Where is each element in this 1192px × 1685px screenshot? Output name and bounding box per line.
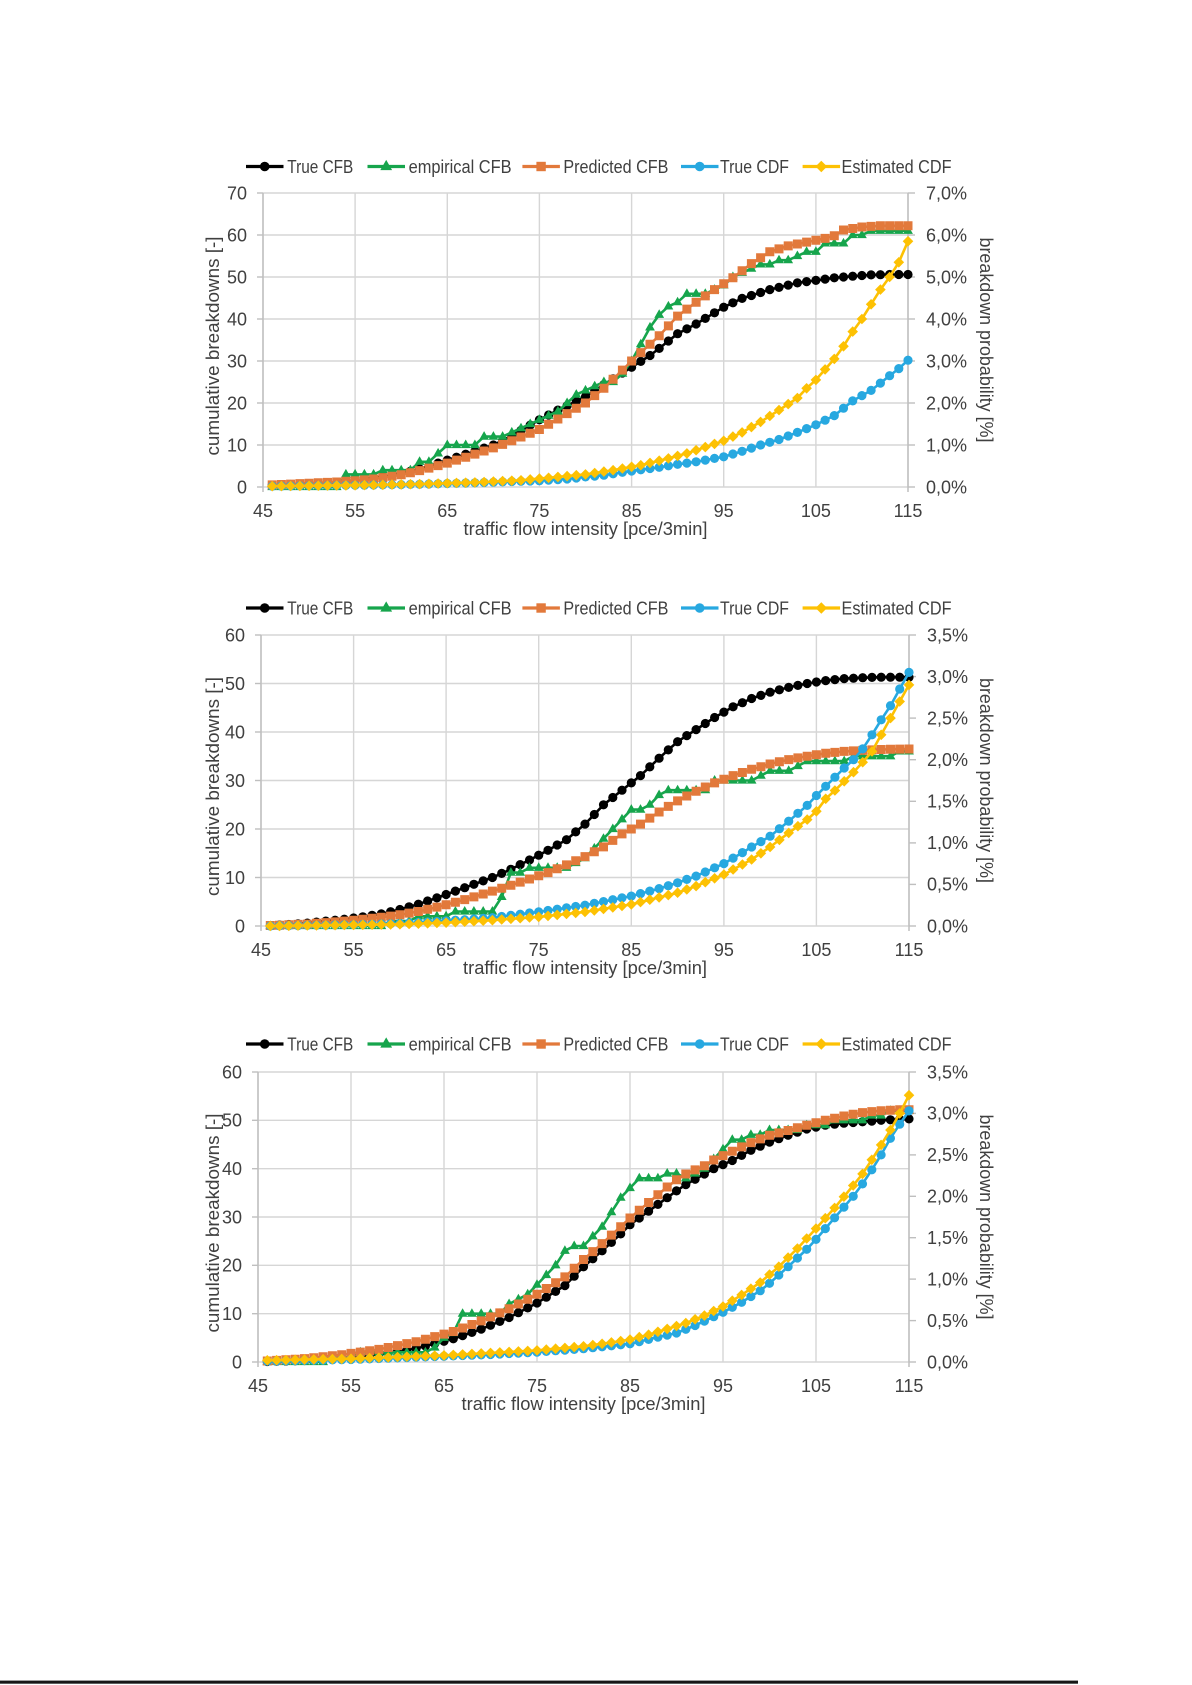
svg-text:cumulative breakdowns [-]: cumulative breakdowns [-]	[202, 1114, 223, 1333]
svg-text:30: 30	[227, 351, 247, 371]
svg-text:65: 65	[434, 1376, 454, 1396]
svg-text:40: 40	[227, 309, 247, 329]
svg-text:55: 55	[344, 940, 364, 960]
svg-text:0: 0	[232, 1352, 242, 1372]
svg-text:0,0%: 0,0%	[927, 1352, 968, 1372]
svg-text:0,0%: 0,0%	[926, 477, 967, 497]
svg-text:0,5%: 0,5%	[927, 875, 968, 895]
svg-text:20: 20	[225, 819, 245, 839]
svg-text:60: 60	[225, 625, 245, 645]
svg-text:breakdown probability [%]: breakdown probability [%]	[976, 678, 997, 883]
svg-text:Estimated CDF: Estimated CDF	[842, 157, 952, 177]
svg-text:60: 60	[222, 1062, 242, 1082]
svg-text:7,0%: 7,0%	[926, 183, 967, 203]
svg-text:1,0%: 1,0%	[927, 833, 968, 853]
svg-text:0: 0	[237, 477, 247, 497]
svg-text:True CFB: True CFB	[287, 157, 353, 177]
svg-text:20: 20	[227, 393, 247, 413]
svg-text:1,0%: 1,0%	[926, 435, 967, 455]
svg-text:105: 105	[801, 1376, 831, 1396]
svg-text:empirical CFB: empirical CFB	[409, 598, 512, 618]
svg-text:traffic flow intensity [pce/3m: traffic flow intensity [pce/3min]	[462, 1393, 706, 1414]
svg-text:0: 0	[235, 916, 245, 936]
svg-text:95: 95	[714, 501, 734, 521]
svg-text:True CDF: True CDF	[720, 598, 789, 618]
svg-text:Predicted CFB: Predicted CFB	[563, 598, 668, 618]
svg-text:70: 70	[227, 183, 247, 203]
svg-text:60: 60	[227, 225, 247, 245]
svg-text:95: 95	[714, 940, 734, 960]
svg-text:2,0%: 2,0%	[927, 1187, 968, 1207]
svg-text:85: 85	[620, 1376, 640, 1396]
svg-text:2,0%: 2,0%	[927, 750, 968, 770]
svg-text:True CDF: True CDF	[720, 1034, 789, 1054]
svg-text:55: 55	[345, 501, 365, 521]
svg-text:45: 45	[253, 501, 273, 521]
svg-text:105: 105	[801, 940, 831, 960]
svg-text:65: 65	[437, 501, 457, 521]
svg-text:breakdown probability [%]: breakdown probability [%]	[976, 1115, 997, 1320]
svg-text:10: 10	[222, 1304, 242, 1324]
svg-text:True CFB: True CFB	[287, 598, 353, 618]
svg-text:Estimated CDF: Estimated CDF	[842, 1034, 952, 1054]
svg-text:0,0%: 0,0%	[927, 916, 968, 936]
svg-text:3,5%: 3,5%	[927, 1062, 968, 1082]
svg-text:Predicted CFB: Predicted CFB	[563, 157, 668, 177]
svg-text:105: 105	[801, 501, 831, 521]
svg-text:cumulative breakdowns [-]: cumulative breakdowns [-]	[202, 237, 223, 456]
svg-text:45: 45	[251, 940, 271, 960]
svg-text:50: 50	[227, 267, 247, 287]
svg-text:2,5%: 2,5%	[927, 708, 968, 728]
svg-text:Estimated CDF: Estimated CDF	[842, 598, 952, 618]
svg-text:Predicted CFB: Predicted CFB	[563, 1034, 668, 1054]
svg-text:cumulative breakdowns [-]: cumulative breakdowns [-]	[202, 677, 223, 896]
svg-text:75: 75	[529, 940, 549, 960]
svg-text:50: 50	[225, 674, 245, 694]
svg-text:95: 95	[713, 1376, 733, 1396]
svg-text:5,0%: 5,0%	[926, 267, 967, 287]
svg-text:40: 40	[225, 722, 245, 742]
svg-text:85: 85	[621, 940, 641, 960]
svg-text:traffic flow intensity [pce/3m: traffic flow intensity [pce/3min]	[463, 957, 707, 978]
svg-text:3,5%: 3,5%	[927, 625, 968, 645]
svg-text:115: 115	[895, 940, 924, 960]
svg-text:1,5%: 1,5%	[927, 1228, 968, 1248]
svg-text:2,5%: 2,5%	[927, 1145, 968, 1165]
svg-text:traffic flow intensity [pce/3m: traffic flow intensity [pce/3min]	[464, 518, 708, 539]
svg-text:45: 45	[248, 1376, 268, 1396]
svg-text:20: 20	[222, 1256, 242, 1276]
svg-text:50: 50	[222, 1111, 242, 1131]
svg-text:3,0%: 3,0%	[927, 1104, 968, 1124]
svg-text:0,5%: 0,5%	[927, 1311, 968, 1331]
svg-text:empirical CFB: empirical CFB	[409, 1034, 512, 1054]
svg-text:6,0%: 6,0%	[926, 225, 967, 245]
svg-text:75: 75	[529, 501, 549, 521]
svg-text:breakdown probability [%]: breakdown probability [%]	[976, 238, 997, 443]
svg-text:115: 115	[895, 1376, 924, 1396]
svg-text:3,0%: 3,0%	[927, 667, 968, 687]
svg-text:2,0%: 2,0%	[926, 393, 967, 413]
svg-text:75: 75	[527, 1376, 547, 1396]
svg-text:1,0%: 1,0%	[927, 1269, 968, 1289]
svg-text:10: 10	[225, 868, 245, 888]
svg-text:True CFB: True CFB	[287, 1034, 353, 1054]
svg-text:30: 30	[225, 771, 245, 791]
svg-text:empirical CFB: empirical CFB	[409, 157, 512, 177]
svg-text:30: 30	[222, 1207, 242, 1227]
svg-text:40: 40	[222, 1159, 242, 1179]
svg-text:85: 85	[622, 501, 642, 521]
svg-text:10: 10	[227, 435, 247, 455]
svg-text:65: 65	[436, 940, 456, 960]
svg-text:4,0%: 4,0%	[926, 309, 967, 329]
svg-text:3,0%: 3,0%	[926, 351, 967, 371]
svg-text:55: 55	[341, 1376, 361, 1396]
svg-text:115: 115	[894, 501, 923, 521]
svg-text:1,5%: 1,5%	[927, 792, 968, 812]
svg-text:True CDF: True CDF	[720, 157, 789, 177]
